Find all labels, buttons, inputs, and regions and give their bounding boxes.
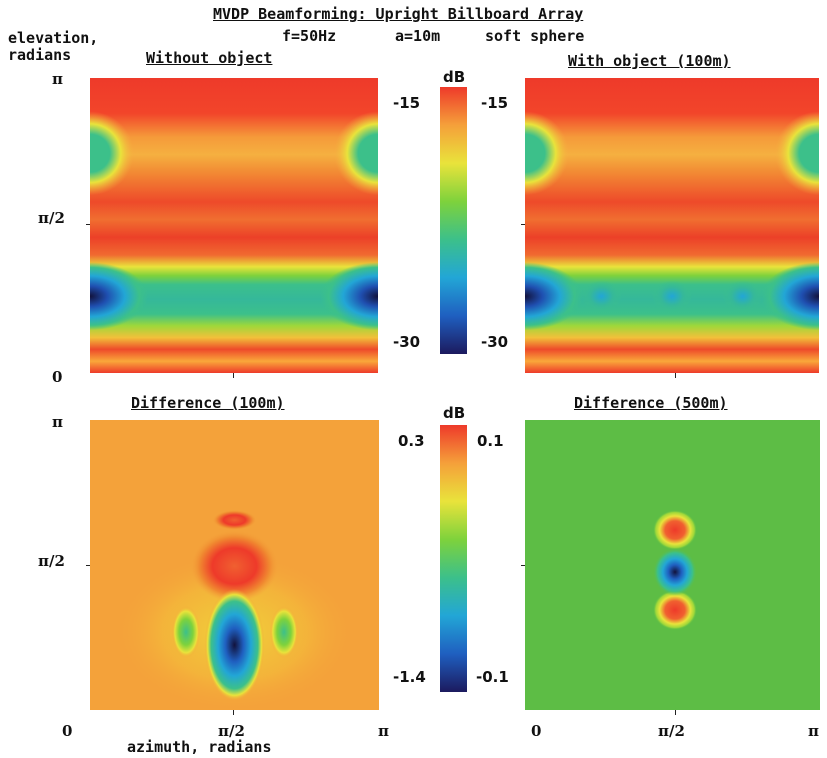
red-lobe-bottom xyxy=(653,590,697,630)
null-blob xyxy=(320,262,378,331)
tick-mark xyxy=(675,710,676,715)
colorbar-top xyxy=(440,87,467,354)
sidelobe-blob xyxy=(334,111,378,196)
panel-title-with: With object (100m) xyxy=(568,52,731,70)
colorbar-top-min-left: -30 xyxy=(393,333,421,351)
colorbar-gradient xyxy=(440,87,467,354)
tick-mark xyxy=(86,224,90,225)
null-blob xyxy=(761,262,819,331)
y-tick-pi-bottom: π xyxy=(52,413,63,431)
y-tick-half-pi-bottom: π/2 xyxy=(38,552,65,570)
colorbar-top-unit: dB xyxy=(443,68,466,86)
heatmap-difference-500m xyxy=(525,420,820,710)
heatmap-background xyxy=(525,78,819,373)
interference-blob xyxy=(581,280,622,313)
colorbar-bottom-unit: dB xyxy=(443,404,466,422)
interference-blob xyxy=(652,280,692,313)
red-lobe-top xyxy=(653,510,697,550)
sidelobe-blob xyxy=(90,111,134,196)
red-lobe-small xyxy=(212,510,257,530)
radius-label: a=10m xyxy=(395,27,441,45)
red-lobe xyxy=(190,530,279,602)
x-tick-pi-right: π xyxy=(808,722,819,740)
heatmap-with-object xyxy=(525,78,819,373)
y-tick-pi-top: π xyxy=(52,70,63,88)
tick-mark xyxy=(86,565,90,566)
x-axis-label: azimuth, radians xyxy=(127,738,272,756)
green-lobe-right xyxy=(270,606,298,658)
colorbar-bottom-min-left: -1.4 xyxy=(393,668,426,686)
tick-mark xyxy=(521,565,525,566)
colorbar-top-max-left: -15 xyxy=(393,94,421,112)
tick-mark xyxy=(521,224,525,225)
x-tick-zero-right: 0 xyxy=(531,722,542,740)
colorbar-bottom-max-right: 0.1 xyxy=(477,432,504,450)
y-tick-zero-bottom: 0 xyxy=(62,722,73,740)
colorbar-gradient xyxy=(440,425,467,692)
blue-null xyxy=(653,548,697,596)
colorbar-bottom xyxy=(440,425,467,692)
blue-null xyxy=(204,589,265,701)
heatmap-background xyxy=(90,78,378,373)
interference-blob xyxy=(722,280,763,313)
y-tick-half-pi-top: π/2 xyxy=(38,209,65,227)
frequency-label: f=50Hz xyxy=(282,27,337,45)
panel-title-diff500: Difference (500m) xyxy=(574,394,728,412)
colorbar-bottom-max-left: 0.3 xyxy=(398,432,425,450)
colorbar-top-max-right: -15 xyxy=(481,94,509,112)
y-tick-zero-top: 0 xyxy=(52,368,63,386)
tick-mark xyxy=(233,710,234,715)
tick-mark xyxy=(675,373,676,378)
heatmap-without-object xyxy=(90,78,378,373)
colorbar-bottom-min-right: -0.1 xyxy=(476,668,509,686)
tick-mark xyxy=(233,373,234,378)
x-tick-pi-left: π xyxy=(378,722,389,740)
null-blob xyxy=(90,262,148,331)
panel-title-without: Without object xyxy=(146,49,273,67)
object-label: soft sphere xyxy=(485,27,585,45)
green-lobe-left xyxy=(172,606,200,658)
x-tick-half-pi-left: π/2 xyxy=(218,722,245,740)
y-axis-label: elevation, radians xyxy=(8,29,99,64)
heatmap-difference-100m xyxy=(90,420,379,710)
sidelobe-blob xyxy=(525,111,569,196)
chart-title: MVDP Beamforming: Upright Billboard Arra… xyxy=(213,5,584,23)
sidelobe-blob xyxy=(775,111,819,196)
colorbar-top-min-right: -30 xyxy=(481,333,509,351)
null-blob xyxy=(525,262,583,331)
panel-title-diff100: Difference (100m) xyxy=(131,394,285,412)
x-tick-half-pi-right: π/2 xyxy=(658,722,685,740)
